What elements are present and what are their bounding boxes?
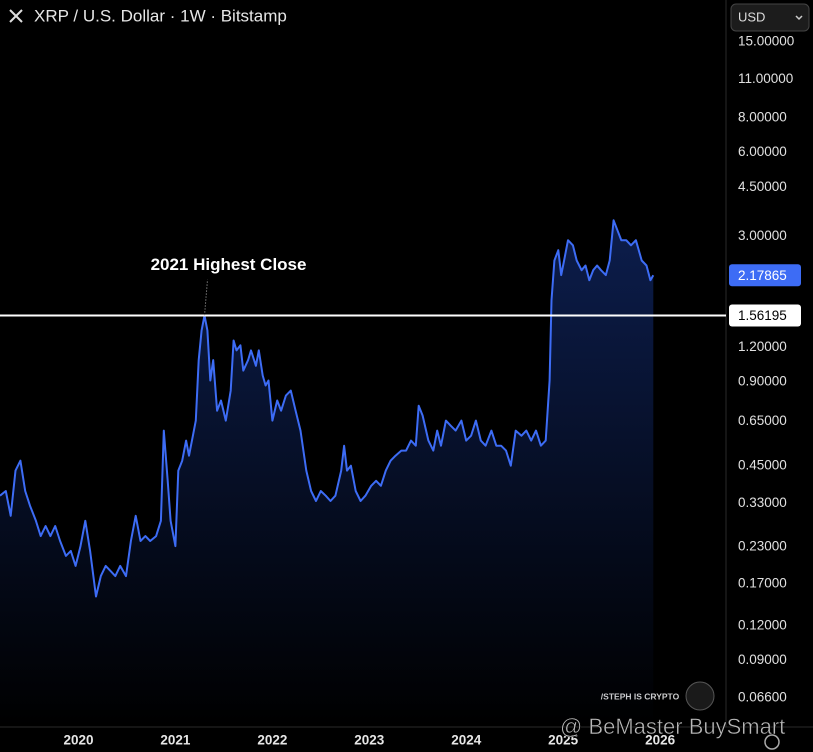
x-tick-label: 2025 <box>548 733 579 748</box>
y-tick-label: 0.12000 <box>738 617 787 632</box>
last-price-badge <box>729 264 801 287</box>
y-tick-label: 0.09000 <box>738 652 787 667</box>
annotation: 2021 Highest Close <box>151 255 307 274</box>
price-line <box>0 219 655 598</box>
x-tick-label: 2023 <box>354 733 385 748</box>
x-tick-label: 2020 <box>63 733 93 748</box>
settings-icon[interactable] <box>764 734 780 750</box>
x-tick-label: 2022 <box>257 733 287 748</box>
watermark-logo <box>685 681 715 711</box>
currency-label[interactable]: USD <box>738 9 765 24</box>
chart-title: XRP / U.S. Dollar · 1W · Bitstamp <box>34 6 287 25</box>
x-tick-label: 2021 <box>160 733 191 748</box>
y-tick-label: 0.06600 <box>738 690 787 705</box>
reference-value: 1.56195 <box>738 308 787 323</box>
y-tick-label: 0.45000 <box>738 458 787 473</box>
y-tick-label: 4.50000 <box>738 179 787 194</box>
y-tick-label: 0.90000 <box>738 374 787 389</box>
y-tick-label: 15.00000 <box>738 33 794 48</box>
area-fill <box>0 220 654 728</box>
close-icon[interactable] <box>9 9 23 23</box>
x-tick-label: 2024 <box>451 733 482 748</box>
y-tick-label: 0.23000 <box>738 539 787 554</box>
y-tick-label: 0.65000 <box>738 413 787 428</box>
y-tick-label: 1.20000 <box>738 339 787 354</box>
x-tick-label: 2026 <box>645 733 676 748</box>
y-tick-label: 0.33000 <box>738 495 787 510</box>
y-tick-label: 6.00000 <box>738 144 787 159</box>
y-tick-label: 11.00000 <box>738 71 793 86</box>
y-tick-label: 8.00000 <box>738 109 787 124</box>
last-price: 2.17865 <box>738 268 787 283</box>
annotation-pointer <box>204 279 209 316</box>
y-tick-label: 3.00000 <box>738 228 787 243</box>
overlay-text: @ BeMaster BuySmart <box>560 714 785 739</box>
currency-select[interactable]: USD <box>730 3 810 32</box>
y-tick-label: 0.17000 <box>738 575 787 590</box>
reference-badge <box>729 304 801 327</box>
